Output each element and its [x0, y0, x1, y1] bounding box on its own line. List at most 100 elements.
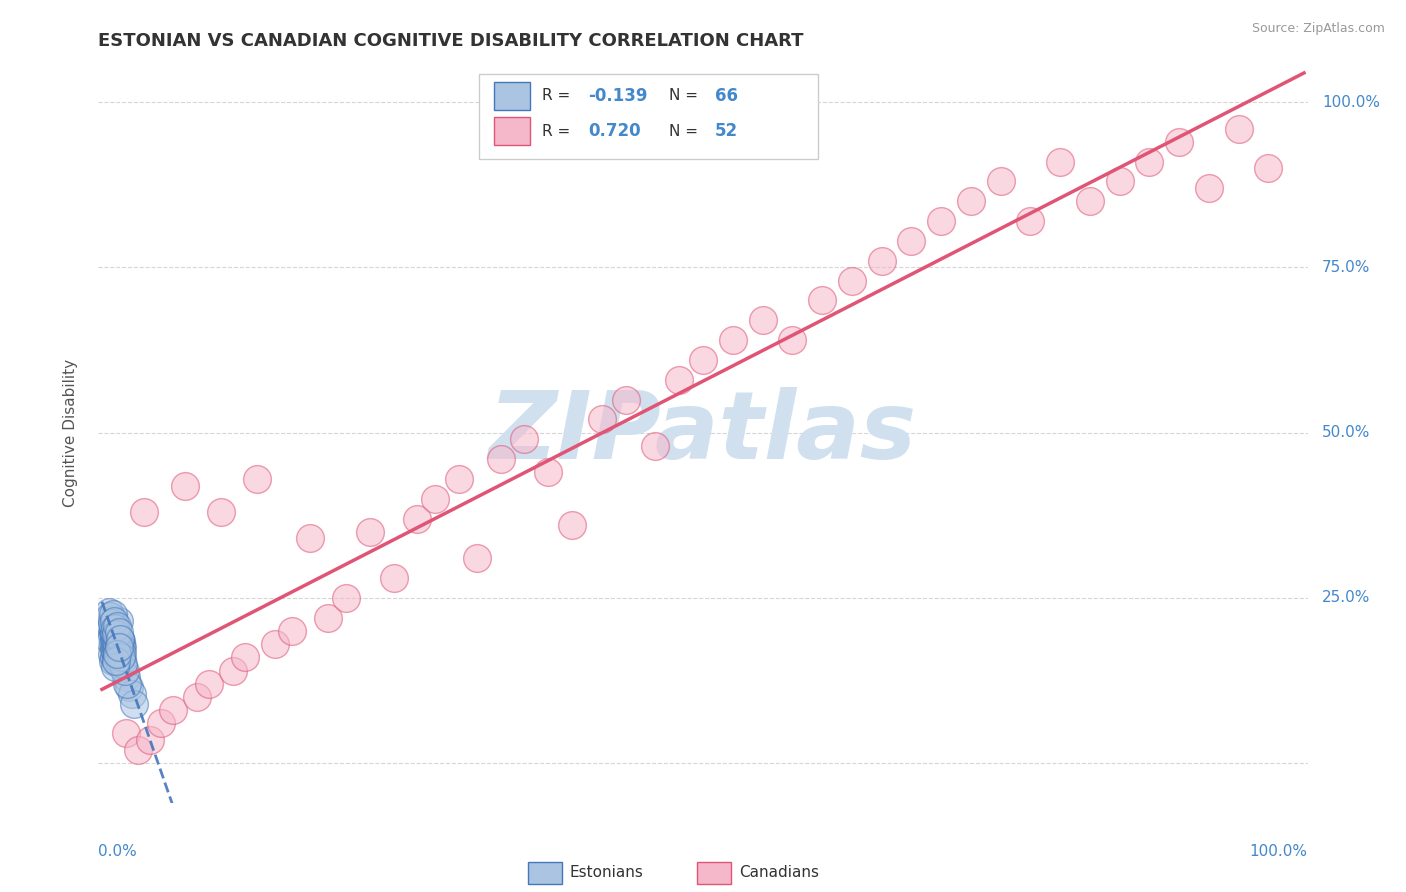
Point: [115, 677, 138, 691]
Point: [103, 614, 125, 628]
Point: [100, 615, 122, 630]
Text: 66: 66: [716, 87, 738, 104]
Point: [111, 640, 134, 655]
Point: [105, 623, 128, 637]
Point: [110, 640, 132, 655]
Point: [101, 637, 124, 651]
Point: [121, 687, 143, 701]
Point: [668, 373, 690, 387]
Point: [246, 472, 269, 486]
Point: [150, 716, 173, 731]
Point: [811, 293, 834, 308]
Text: 0.0%: 0.0%: [98, 844, 138, 858]
Point: [108, 632, 131, 646]
Text: Estonians: Estonians: [569, 865, 644, 880]
Point: [104, 627, 127, 641]
Point: [465, 551, 488, 566]
FancyBboxPatch shape: [697, 862, 731, 884]
Point: [104, 618, 127, 632]
Point: [198, 677, 221, 691]
Point: [105, 647, 128, 661]
Point: [1227, 121, 1250, 136]
Point: [105, 654, 128, 668]
Point: [537, 465, 560, 479]
FancyBboxPatch shape: [479, 73, 818, 159]
Text: -0.139: -0.139: [588, 87, 648, 104]
Point: [959, 194, 981, 209]
Point: [1168, 135, 1191, 149]
Point: [104, 621, 127, 635]
Point: [101, 607, 124, 622]
Text: R =: R =: [543, 124, 575, 139]
Point: [107, 651, 129, 665]
Point: [1137, 154, 1160, 169]
Point: [107, 640, 129, 655]
Point: [425, 491, 447, 506]
Point: [110, 645, 132, 659]
Text: N =: N =: [669, 88, 703, 103]
Point: [107, 614, 129, 628]
Point: [114, 664, 136, 678]
Point: [382, 571, 405, 585]
Point: [132, 505, 155, 519]
Text: 100.0%: 100.0%: [1322, 95, 1381, 110]
Point: [209, 505, 232, 519]
Point: [614, 392, 637, 407]
Point: [316, 611, 339, 625]
Point: [107, 627, 129, 641]
Point: [107, 647, 129, 661]
Text: ZIPatlas: ZIPatlas: [489, 386, 917, 479]
Text: 0.720: 0.720: [588, 122, 641, 140]
Point: [104, 639, 127, 653]
Point: [127, 743, 149, 757]
Point: [100, 627, 122, 641]
Point: [107, 618, 129, 632]
Point: [104, 645, 127, 659]
FancyBboxPatch shape: [494, 117, 530, 145]
Point: [105, 654, 128, 668]
Point: [1019, 214, 1042, 228]
Point: [644, 439, 666, 453]
Point: [359, 524, 381, 539]
Point: [406, 511, 429, 525]
Point: [335, 591, 357, 605]
Point: [103, 633, 125, 648]
Text: ESTONIAN VS CANADIAN COGNITIVE DISABILITY CORRELATION CHART: ESTONIAN VS CANADIAN COGNITIVE DISABILIT…: [98, 32, 804, 50]
Point: [98, 609, 121, 624]
Text: R =: R =: [543, 88, 575, 103]
Point: [489, 452, 512, 467]
Point: [107, 631, 129, 645]
Y-axis label: Cognitive Disability: Cognitive Disability: [63, 359, 77, 507]
Point: [107, 644, 129, 658]
Point: [107, 625, 129, 640]
Point: [114, 670, 136, 684]
Point: [103, 629, 125, 643]
FancyBboxPatch shape: [494, 82, 530, 110]
Point: [107, 637, 129, 651]
Point: [751, 313, 773, 327]
Point: [107, 642, 129, 657]
Point: [100, 647, 122, 661]
Point: [104, 632, 127, 646]
Point: [692, 352, 714, 367]
Point: [591, 412, 613, 426]
Text: 100.0%: 100.0%: [1250, 844, 1308, 858]
Point: [299, 532, 322, 546]
Point: [186, 690, 208, 704]
Point: [104, 660, 127, 674]
Text: Source: ZipAtlas.com: Source: ZipAtlas.com: [1251, 22, 1385, 36]
Point: [513, 432, 536, 446]
Point: [108, 639, 131, 653]
Point: [110, 650, 132, 665]
Point: [103, 625, 125, 640]
Point: [929, 214, 952, 228]
Point: [281, 624, 304, 638]
Point: [107, 636, 129, 650]
Text: N =: N =: [669, 124, 703, 139]
Point: [721, 333, 744, 347]
Point: [233, 650, 256, 665]
Point: [1198, 181, 1220, 195]
Point: [1078, 194, 1101, 209]
Point: [98, 606, 121, 620]
Point: [118, 680, 141, 694]
